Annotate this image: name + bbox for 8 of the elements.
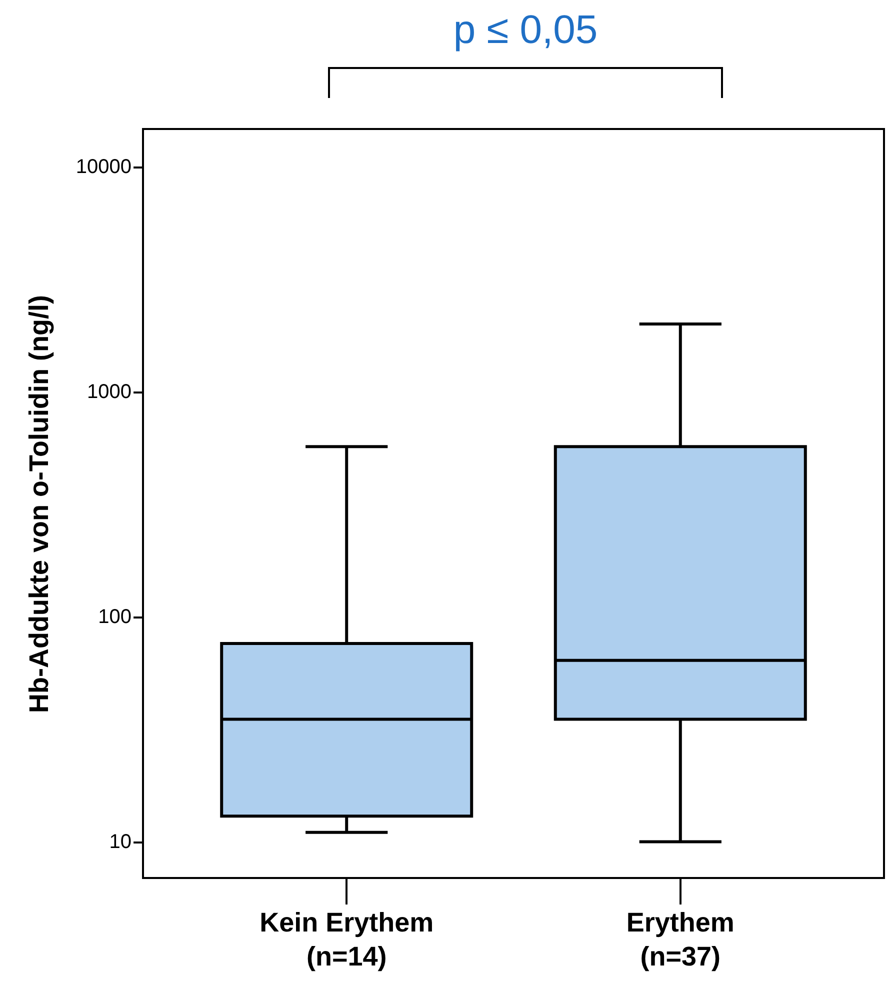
y-tick-label: 1000 xyxy=(87,381,132,404)
y-tick-label: 100 xyxy=(98,606,132,628)
text: p ≤ 0,05 xyxy=(453,8,598,52)
x-tick-label: Erythem (n=37) xyxy=(626,908,734,972)
x-tick-label: Kein Erythem (n=14) xyxy=(260,908,434,972)
y-tick-label: 10 xyxy=(109,831,132,854)
y-tick-label: 10000 xyxy=(76,156,132,178)
y-axis-title: Hb-Addukte von o-Toluidin (ng/l) xyxy=(24,295,54,713)
